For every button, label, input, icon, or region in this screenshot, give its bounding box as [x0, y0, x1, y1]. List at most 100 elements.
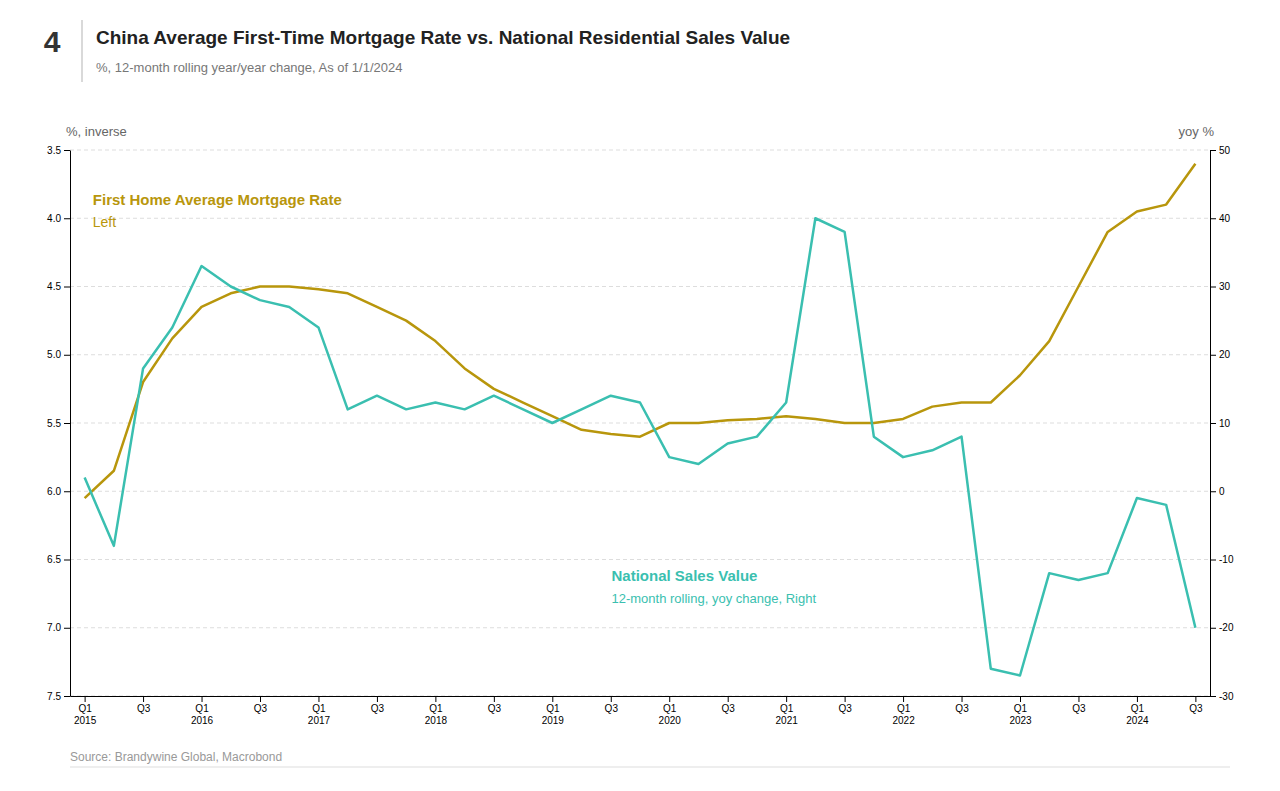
y2-axis: -30-20-1001020304050: [1210, 145, 1234, 702]
tick-mark: [64, 218, 70, 219]
tick-label-line: Q3: [371, 703, 385, 714]
x-tick: Q12023: [1009, 696, 1032, 726]
x-tick: Q3: [371, 696, 385, 714]
grid-line: [70, 286, 1210, 287]
tick-mark: [64, 150, 70, 151]
tick-mark: [64, 696, 70, 697]
tick-label: Q12021: [776, 703, 799, 726]
tick-label-line: Q1: [1131, 703, 1145, 714]
tick-label: -20: [1219, 622, 1234, 633]
x-tick: Q12019: [542, 696, 565, 726]
title: China Average First-Time Mortgage Rate v…: [96, 27, 790, 48]
tick-label: Q3: [488, 703, 502, 714]
tick-label: 20: [1219, 349, 1231, 360]
footer-separator: [70, 767, 1230, 768]
series-sublabel: Left: [93, 214, 116, 230]
y-tick: 6.5: [47, 554, 70, 565]
tick-label: 6.0: [47, 486, 61, 497]
y2-tick: 20: [1210, 349, 1231, 360]
tick-mark: [1137, 696, 1138, 702]
y-axis-label: %, inverse: [66, 124, 127, 139]
tick-label-line: Q1: [897, 703, 911, 714]
x-tick: Q3: [838, 696, 852, 714]
tick-mark: [728, 696, 729, 702]
y-tick: 7.0: [47, 622, 70, 633]
tick-label: Q3: [1072, 703, 1086, 714]
tick-label-line: 2020: [659, 715, 682, 726]
y2-tick: 40: [1210, 213, 1231, 224]
tick-label-line: Q3: [605, 703, 619, 714]
tick-label: 3.5: [47, 145, 61, 156]
tick-label: Q3: [838, 703, 852, 714]
tick-mark: [64, 560, 70, 561]
x-tick: Q12018: [425, 696, 448, 726]
tick-label: Q3: [1189, 703, 1203, 714]
tick-mark: [1210, 696, 1216, 697]
tick-label: 4.5: [47, 281, 61, 292]
tick-label: 0: [1219, 486, 1225, 497]
tick-mark: [1210, 355, 1216, 356]
tick-mark: [1210, 150, 1216, 151]
tick-mark: [786, 696, 787, 702]
x-axis: Q12015Q3Q12016Q3Q12017Q3Q12018Q3Q12019Q3…: [71, 696, 1211, 726]
axis-line: [70, 151, 71, 697]
tick-label-line: 2021: [776, 715, 799, 726]
tick-label-line: Q1: [78, 703, 92, 714]
grid-line: [70, 423, 1210, 424]
series-line: [85, 164, 1196, 498]
tick-mark: [64, 287, 70, 288]
tick-label-line: Q1: [429, 703, 443, 714]
tick-mark: [143, 696, 144, 702]
grid: [70, 150, 1210, 696]
tick-label: Q3: [371, 703, 385, 714]
y-tick: 4.0: [47, 213, 70, 224]
y2-tick: -20: [1210, 622, 1234, 633]
tick-mark: [845, 696, 846, 702]
tick-label-line: 2018: [425, 715, 448, 726]
tick-mark: [1020, 696, 1021, 702]
tick-label: Q3: [605, 703, 619, 714]
tick-label: 10: [1219, 418, 1231, 429]
y2-tick: -30: [1210, 691, 1234, 702]
x-tick: Q12020: [659, 696, 682, 726]
tick-mark: [1210, 628, 1216, 629]
x-tick: Q3: [605, 696, 619, 714]
tick-label: Q3: [955, 703, 969, 714]
tick-label: Q12017: [308, 703, 331, 726]
series-label: National Sales Value: [612, 567, 758, 584]
x-tick: Q12022: [892, 696, 915, 726]
tick-mark: [962, 696, 963, 702]
tick-label: Q12015: [74, 703, 97, 726]
tick-label: Q3: [254, 703, 268, 714]
x-tick: Q12024: [1126, 696, 1149, 726]
y-tick: 5.0: [47, 349, 70, 360]
tick-mark: [1078, 696, 1079, 702]
tick-label-line: Q1: [195, 703, 209, 714]
tick-label-line: Q3: [1072, 703, 1086, 714]
tick-mark: [669, 696, 670, 702]
tick-mark: [1210, 560, 1216, 561]
axis-line: [71, 696, 1211, 697]
y2-tick: 50: [1210, 145, 1231, 156]
tick-label-line: Q3: [137, 703, 151, 714]
tick-label-line: 2024: [1126, 715, 1149, 726]
tick-label: 40: [1219, 213, 1231, 224]
tick-label: 30: [1219, 281, 1231, 292]
tick-mark: [1210, 218, 1216, 219]
y-tick: 7.5: [47, 691, 70, 702]
tick-label-line: 2016: [191, 715, 214, 726]
tick-label: Q12020: [659, 703, 682, 726]
grid-line: [70, 218, 1210, 219]
tick-label: Q12018: [425, 703, 448, 726]
tick-label: 7.0: [47, 622, 61, 633]
tick-mark: [435, 696, 436, 702]
x-tick: Q12016: [191, 696, 214, 726]
tick-label: 50: [1219, 145, 1231, 156]
tick-label-line: 2022: [892, 715, 915, 726]
tick-label-line: Q3: [838, 703, 852, 714]
y2-tick: 0: [1210, 486, 1225, 497]
source: Source: Brandywine Global, Macrobond: [70, 750, 282, 764]
tick-label-line: 2017: [308, 715, 331, 726]
x-tick: Q3: [137, 696, 151, 714]
tick-label: Q3: [137, 703, 151, 714]
